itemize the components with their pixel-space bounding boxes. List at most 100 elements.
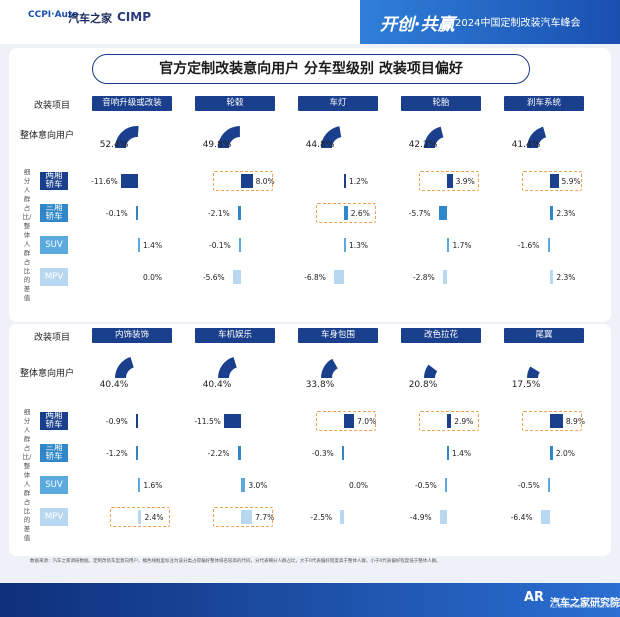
column-header: 音响升级或改装 [92, 96, 172, 111]
diff-value: 1.6% [143, 481, 163, 490]
panel-top [9, 48, 611, 322]
diff-value: 0.0% [349, 481, 369, 490]
overall-gauge-arc [321, 126, 342, 148]
diff-bar [442, 270, 447, 284]
diff-bar [136, 206, 138, 220]
segment-label: 两厢 轿车 [40, 412, 68, 430]
highlight-box [316, 203, 376, 223]
overall-gauge [424, 364, 438, 378]
overall-gauge-arc [218, 126, 240, 148]
highlight-box [522, 411, 582, 431]
overall-gauge-arc [527, 126, 547, 148]
diff-value: -0.5% [415, 481, 437, 490]
diff-bar [344, 174, 346, 188]
diff-value: -1.2% [106, 449, 128, 458]
diff-bar [439, 510, 447, 524]
overall-gauge [527, 126, 547, 148]
diff-value: -11.5% [194, 417, 221, 426]
diff-bar [447, 446, 450, 460]
diff-value: 2.9% [454, 417, 474, 426]
diff-bar [447, 174, 453, 188]
diff-bar [550, 206, 554, 220]
cimp-logo: CIMP [117, 10, 152, 24]
diff-value: -2.2% [207, 449, 230, 458]
overall-pct: 40.4% [99, 380, 129, 390]
highlight-box [419, 171, 479, 191]
overall-pct: 33.8% [305, 380, 335, 390]
diff-bar [138, 238, 141, 252]
diff-value: 2.0% [555, 449, 575, 458]
diff-bar [241, 478, 246, 492]
diff-axis-label: 细分人群占比/整体人群占比的差值 [22, 168, 32, 302]
overall-pct: 44.8% [305, 140, 335, 150]
diff-bar [239, 238, 241, 252]
diff-bar [342, 446, 344, 460]
diff-bar [547, 238, 550, 252]
footnote: 数据来源：汽车之家调研数据。定制改装车型意向用户，橘色线框里标注为该分类占得偏好… [30, 559, 441, 564]
overall-gauge-arc [424, 364, 438, 378]
panel-bottom [9, 324, 611, 556]
diff-bar [138, 478, 141, 492]
diff-bar [237, 446, 241, 460]
overall-gauge [527, 366, 540, 378]
highlight-box [213, 507, 273, 527]
page-title: 官方定制改装意向用户 分车型级别 改装项目偏好 [92, 54, 530, 84]
segment-label: 两厢 轿车 [40, 172, 68, 190]
segment-label: SUV [40, 476, 68, 494]
diff-bar [548, 478, 550, 492]
overall-gauge-arc [321, 358, 338, 378]
column-header: 车机娱乐 [195, 328, 275, 343]
diff-value: 1.3% [349, 241, 369, 250]
header: CCPI·Auto 汽车之家 CIMP 开创·共赢 2024中国定制改装汽车峰会 [0, 0, 620, 44]
diff-value: -0.5% [518, 481, 540, 490]
diff-value: -6.8% [304, 273, 326, 282]
diff-bar [136, 446, 138, 460]
overall-pct: 42.2% [408, 140, 438, 150]
overall-gauge [321, 126, 342, 148]
diff-bar [344, 238, 346, 252]
diff-value: -1.6% [517, 241, 540, 250]
diff-value: -5.6% [202, 273, 225, 282]
diff-bar [447, 238, 450, 252]
column-header: 车身包围 [298, 328, 378, 343]
diff-value: -0.1% [209, 241, 231, 250]
footer-bar [0, 583, 620, 617]
brand-mark: AR [524, 590, 545, 605]
row-label-item: 改装项目 [34, 333, 71, 343]
diff-value: -2.8% [412, 273, 435, 282]
diff-value: 7.0% [357, 417, 377, 426]
highlight-box [213, 171, 273, 191]
diff-value: 8.0% [255, 177, 275, 186]
overall-gauge [424, 126, 444, 148]
overall-gauge-arc [527, 366, 540, 378]
brand-name: 汽车之家研究院 [550, 598, 620, 609]
column-header: 车灯 [298, 96, 378, 111]
diff-bar [438, 206, 447, 220]
highlight-box [522, 171, 582, 191]
overall-pct: 20.8% [408, 380, 438, 390]
slogan: 开创·共赢 [380, 15, 455, 35]
overall-pct: 41.4% [511, 140, 541, 150]
overall-gauge-arc [115, 356, 134, 378]
diff-bar [550, 270, 554, 284]
diff-bar [241, 510, 253, 524]
autohome-logo: 汽车之家 [68, 12, 112, 25]
column-header: 刹车系统 [504, 96, 584, 111]
overall-gauge [218, 126, 240, 148]
diff-value: -0.3% [312, 449, 334, 458]
highlight-box [316, 411, 376, 431]
diff-value: 2.4% [144, 513, 164, 522]
row-label-item: 改装项目 [34, 101, 71, 111]
highlight-box [419, 411, 479, 431]
segment-label: SUV [40, 236, 68, 254]
overall-gauge [218, 356, 237, 378]
diff-bar [445, 478, 447, 492]
overall-gauge [321, 358, 338, 378]
diff-bar [241, 174, 253, 188]
column-header: 轮毂 [195, 96, 275, 111]
column-header: 内饰装饰 [92, 328, 172, 343]
diff-value: 2.3% [556, 209, 576, 218]
overall-pct: 49.8% [202, 140, 232, 150]
diff-value: 7.7% [255, 513, 275, 522]
column-header: 改色拉花 [401, 328, 481, 343]
